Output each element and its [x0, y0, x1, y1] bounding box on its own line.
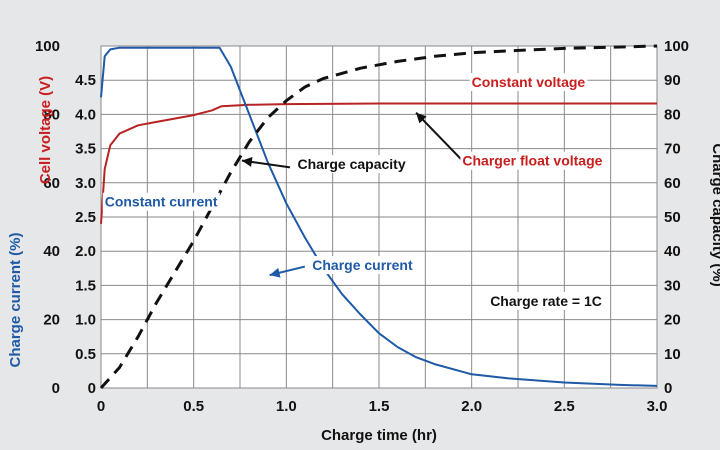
series-group	[99, 44, 658, 390]
tick-labels: 0 0.5 1.0 1.5 2.0 2.5 3.000.51.01.52.02.53.03.…	[35, 38, 689, 415]
annotation-label: Charge capacity	[297, 156, 405, 172]
x-tick-label: 0.5	[183, 398, 204, 415]
annotation-label: Charge current	[312, 257, 413, 273]
y-tick-label-capacity: 40	[664, 243, 681, 260]
y-tick-label-capacity: 70	[664, 141, 681, 158]
y-tick-label-capacity: 80	[664, 106, 681, 123]
y-axis-title-capacity: Charge capacity (%)	[709, 143, 720, 286]
x-tick-label: 1.5	[369, 398, 390, 415]
y-tick-label-voltage: 1.0	[75, 312, 96, 329]
y-tick-label-voltage: 0	[88, 380, 96, 397]
y-tick-label-current: 40	[43, 243, 60, 260]
y-tick-label-capacity: 50	[664, 209, 681, 226]
annotation-arrow-head	[416, 112, 427, 124]
y-tick-label-current: 100	[35, 38, 60, 55]
y-tick-label-capacity: 60	[664, 175, 681, 192]
y-tick-label-voltage: 3.0	[75, 175, 96, 192]
y-tick-label-capacity: 90	[664, 72, 681, 89]
annotation-arrow-line	[415, 111, 464, 162]
y-tick-label-capacity: 30	[664, 277, 681, 294]
y-tick-label-current: 0	[52, 380, 60, 397]
y-tick-label-current: 20	[43, 312, 60, 329]
x-axis-title: Charge time (hr)	[321, 427, 437, 444]
y-tick-label-voltage: 2.0	[75, 243, 96, 260]
y-axis-title-voltage: Cell voltage (V)	[37, 76, 54, 184]
y-tick-label-current: 60	[43, 175, 60, 192]
annotation-label-bg	[295, 155, 408, 174]
series-charge-current	[100, 46, 658, 387]
y-tick-label-voltage: 2.5	[75, 209, 96, 226]
series-charge-capacity	[99, 44, 658, 390]
y-tick-label-capacity: 10	[664, 346, 681, 363]
annotation-label-bg	[469, 73, 588, 92]
annotation-label-bg	[460, 151, 605, 170]
annotation-label: Constant voltage	[472, 74, 586, 90]
y-tick-label-voltage: 4.0	[75, 106, 96, 123]
y-axis-title-current: Charge current (%)	[7, 232, 24, 367]
annotation-label: Charge rate = 1C	[490, 293, 602, 309]
annotation-label-bg	[102, 192, 220, 211]
y-tick-label-capacity: 20	[664, 312, 681, 329]
annotation-label-bg	[310, 256, 415, 275]
x-tick-label: 3.0	[647, 398, 668, 415]
y-tick-label-voltage: 4.5	[75, 72, 96, 89]
annotation-label: Charger float voltage	[462, 153, 602, 169]
x-tick-label: 1.0	[276, 398, 297, 415]
annotation-label-bg	[488, 291, 604, 310]
x-tick-label: 2.0	[461, 398, 482, 415]
y-tick-label-capacity: 100	[664, 38, 689, 55]
y-tick-label-capacity: 0	[664, 380, 672, 397]
series-cell-voltage	[100, 102, 657, 224]
x-tick-label: 2.5	[554, 398, 575, 415]
y-tick-label-voltage: 1.5	[75, 277, 96, 294]
annotations: Constant voltage Charge capacity Charger f…	[102, 73, 605, 310]
annotation-arrow-head	[241, 157, 253, 167]
y-tick-label-current: 80	[43, 106, 60, 123]
x-tick-label: 0	[97, 398, 105, 415]
y-tick-label-voltage: 0.5	[75, 346, 96, 363]
annotation-label: Constant current	[105, 194, 218, 210]
annotation-arrow-head	[269, 267, 281, 278]
y-tick-label-voltage: 3.5	[75, 141, 96, 158]
